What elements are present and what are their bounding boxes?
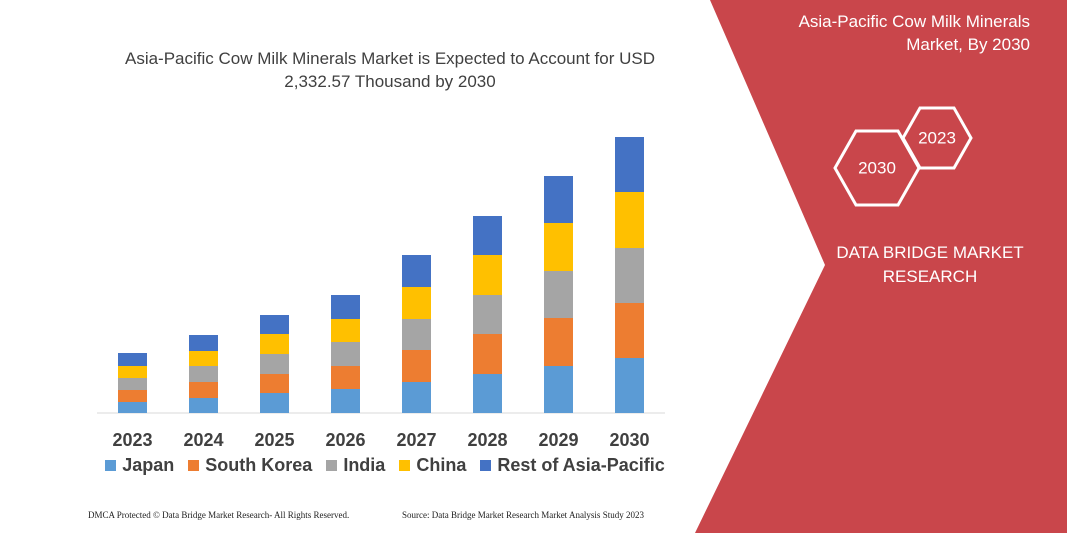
side-panel [695, 0, 1067, 533]
legend-label: South Korea [205, 455, 313, 475]
bar-segment [615, 303, 644, 358]
legend-item: South Korea [188, 455, 312, 476]
bar-segment [544, 271, 573, 318]
legend-label: India [343, 455, 386, 475]
legend-swatch [105, 460, 117, 471]
legend-label: China [416, 455, 467, 475]
x-tick-label: 2023 [112, 430, 152, 450]
bar-segment [615, 358, 644, 413]
bar-segment [473, 295, 502, 334]
legend-label: Japan [122, 455, 175, 475]
bar-segment [473, 255, 502, 295]
footer-left: DMCA Protected © Data Bridge Market Rese… [88, 510, 350, 520]
bar-segment [260, 374, 289, 393]
x-tick-label: 2027 [396, 430, 436, 450]
legend-item: Japan [105, 455, 174, 476]
footer-right: Source: Data Bridge Market Research Mark… [402, 510, 644, 520]
bar-segment [189, 366, 218, 382]
bar-segment [189, 351, 218, 366]
bar-segment [118, 402, 147, 413]
bar-segment [544, 223, 573, 271]
hexagon-label: 2023 [918, 128, 956, 147]
bar-segment [260, 315, 289, 334]
bar-segment [402, 287, 431, 319]
bar-segment [260, 334, 289, 354]
legend-item: Rest of Asia-Pacific [480, 455, 665, 476]
bar-segment [544, 366, 573, 413]
bar-segment [473, 374, 502, 413]
bar-segment [189, 335, 218, 351]
legend-swatch [399, 460, 411, 471]
x-tick-label: 2024 [183, 430, 223, 450]
bar-segment [402, 319, 431, 350]
legend-item: India [326, 455, 385, 476]
bar-segment [189, 398, 218, 413]
brand: DATA BRIDGE MARKET RESEARCH [836, 243, 1024, 286]
bar-segment [118, 353, 147, 366]
legend-item: China [399, 455, 466, 476]
hexagon-label: 2030 [858, 158, 896, 177]
legend-swatch [188, 460, 200, 471]
bar-segment [331, 295, 360, 319]
bar-segment [331, 366, 360, 389]
bar-segment [331, 319, 360, 342]
bar-segment [402, 255, 431, 287]
x-tick-label: 2028 [467, 430, 507, 450]
bar-segment [402, 382, 431, 413]
bar-segment [260, 354, 289, 374]
bar-segment [473, 334, 502, 374]
x-tick-label: 2026 [325, 430, 365, 450]
bar-segment [615, 192, 644, 248]
bar-segment [118, 390, 147, 402]
x-tick-label: 2029 [538, 430, 578, 450]
panel-title: Asia-Pacific Cow Milk Minerals Market, B… [798, 12, 1030, 54]
bar-segment [544, 176, 573, 223]
x-tick-label: 2030 [609, 430, 649, 450]
bar-segment [331, 389, 360, 413]
bar-segment [402, 350, 431, 382]
bar-segment [615, 248, 644, 303]
bar-segment [473, 216, 502, 255]
bar-segment [331, 342, 360, 366]
bar-segment [544, 318, 573, 366]
legend-label: Rest of Asia-Pacific [497, 455, 665, 475]
legend-swatch [480, 460, 492, 471]
x-tick-label: 2025 [254, 430, 294, 450]
bar-segment [118, 378, 147, 390]
bar-segment [118, 366, 147, 378]
bar-segment [189, 382, 218, 398]
bar-segment [260, 393, 289, 413]
legend-swatch [326, 460, 338, 471]
legend: Japan South Korea India China Rest of Asia-P… [90, 455, 680, 476]
chart-title: Asia-Pacific Cow Milk Minerals Market is… [124, 49, 655, 91]
hexagon [833, 129, 921, 207]
bar-segment [615, 137, 644, 192]
